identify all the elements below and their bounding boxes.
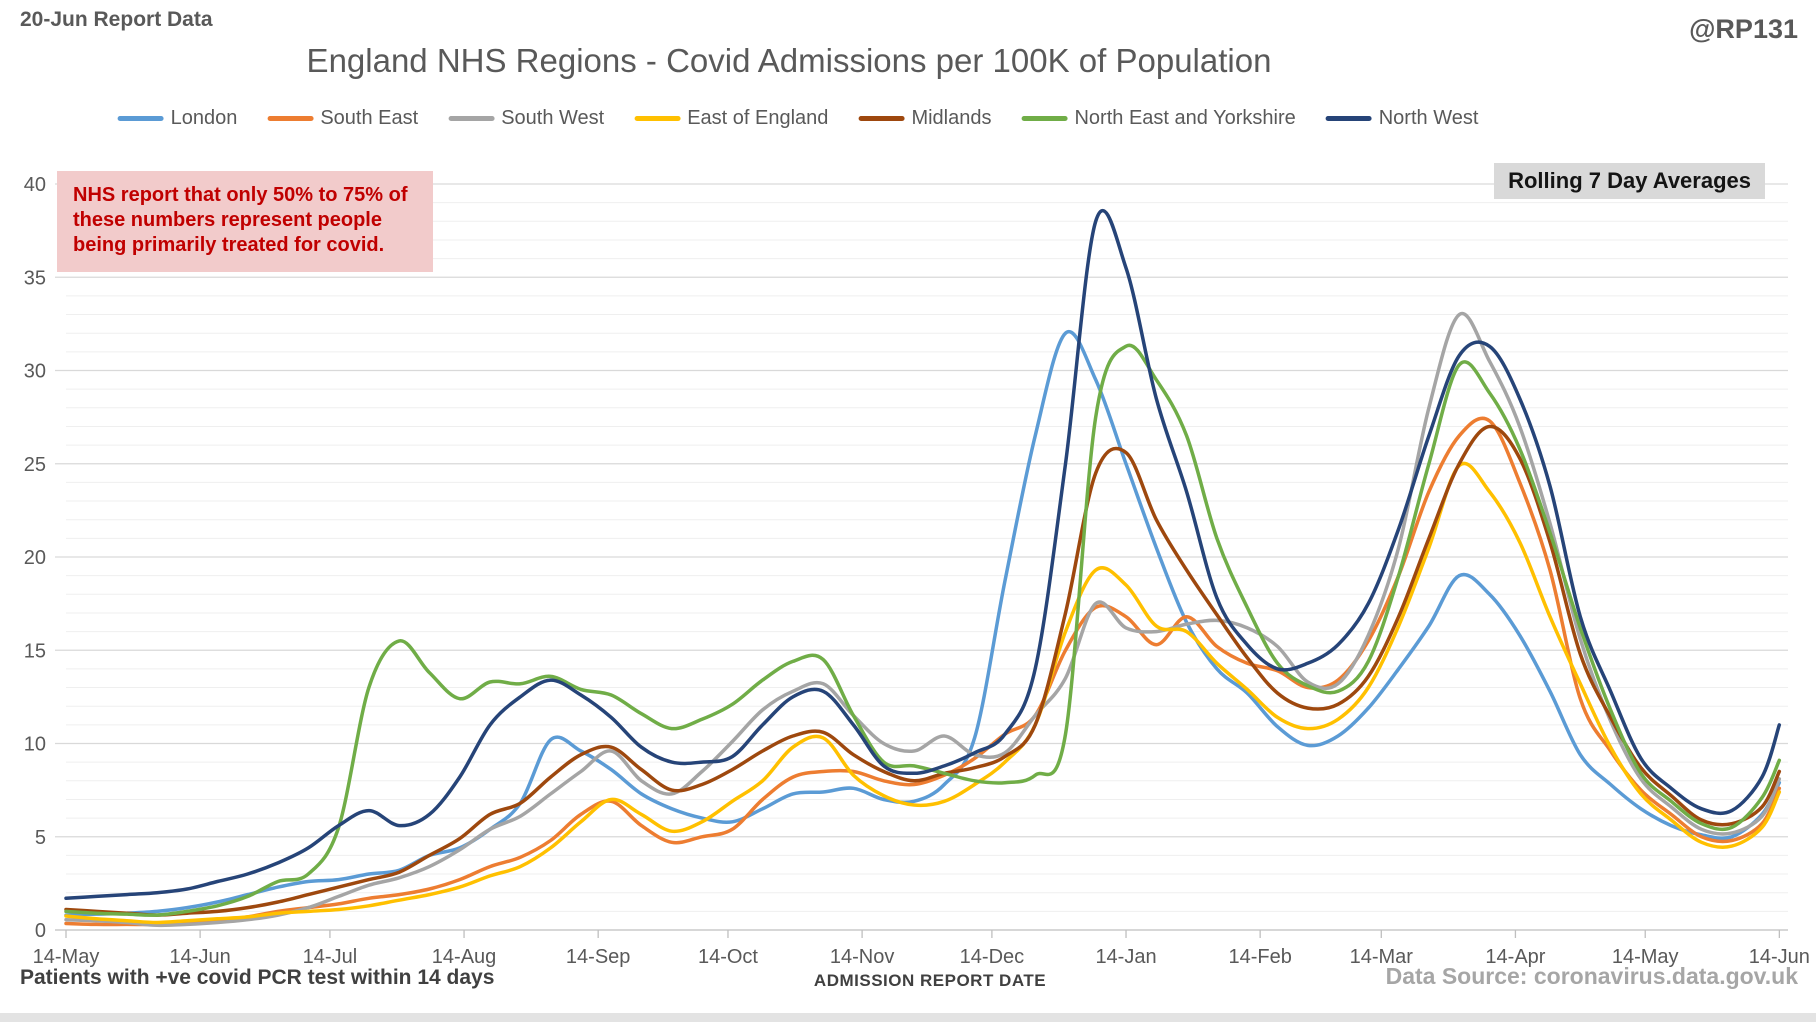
x-tick-label: 14-Nov	[830, 946, 894, 968]
series-line-south-east	[64, 416, 1782, 927]
legend-marker	[267, 116, 314, 121]
series-line-east-of-england	[64, 461, 1782, 925]
legend-marker	[448, 116, 495, 121]
legend-item-south-west: South West	[448, 107, 604, 130]
legend-marker	[634, 116, 681, 121]
x-tick-label: 14-Apr	[1485, 946, 1545, 968]
legend: London South East South West East of Englan…	[117, 107, 1479, 130]
nhs-annotation-box: NHS report that only 50% to 75% of these…	[57, 171, 433, 272]
x-tick-label: 14-Feb	[1228, 946, 1291, 968]
legend-item-london: London	[117, 107, 238, 130]
x-tick-label: 14-Jan	[1095, 946, 1156, 968]
y-tick-label: 40	[24, 174, 46, 196]
x-tick-label: 14-Oct	[698, 946, 758, 968]
x-tick-label: 14-May	[33, 946, 100, 968]
y-tick-label: 30	[24, 361, 46, 383]
series-line-north-east-and-yorkshire	[64, 343, 1782, 917]
y-tick-label: 0	[35, 920, 46, 942]
data-source-label: Data Source: coronavirus.data.gov.uk	[1385, 963, 1798, 989]
y-tick-label: 15	[24, 640, 46, 662]
legend-marker	[1325, 116, 1372, 121]
legend-label: Midlands	[911, 107, 992, 129]
x-tick-label: 14-Jun	[1749, 946, 1810, 968]
x-tick-label: 14-Jun	[170, 946, 231, 968]
x-tick-label: 14-Sep	[566, 946, 631, 968]
legend-item-north-west: North West	[1325, 107, 1479, 130]
series-line-south-west	[64, 311, 1782, 928]
x-tick-label: 14-Jul	[303, 946, 357, 968]
series-line-midlands	[64, 424, 1782, 917]
legend-label: London	[170, 107, 238, 129]
x-tick-label: 14-Dec	[960, 946, 1024, 968]
window-edge-strip	[0, 1013, 1816, 1022]
series-line-london	[64, 329, 1782, 917]
pcr-test-note: Patients with +ve covid PCR test within …	[20, 966, 495, 989]
legend-item-east-of-england: East of England	[634, 107, 828, 130]
legend-marker	[117, 116, 164, 121]
chart-title: England NHS Regions - Covid Admissions p…	[306, 42, 1272, 79]
y-tick-label: 10	[24, 734, 46, 756]
rolling-average-badge: Rolling 7 Day Averages	[1494, 163, 1765, 199]
x-tick-label: 14-Mar	[1350, 946, 1414, 968]
x-tick-label: 14-May	[1612, 946, 1679, 968]
annotation-line: being primarily treated for covid.	[73, 234, 385, 256]
legend-label: East of England	[687, 107, 829, 129]
legend-item-north-east-and-yorkshire: North East and Yorkshire	[1021, 107, 1296, 130]
legend-item-south-east: South East	[267, 107, 418, 130]
legend-marker	[858, 116, 905, 121]
y-tick-label: 5	[35, 827, 46, 849]
y-tick-label: 20	[24, 547, 46, 569]
legend-marker	[1021, 116, 1068, 121]
series-line-north-west	[64, 209, 1782, 901]
x-tick-label: 14-Aug	[432, 946, 497, 968]
legend-label: South West	[501, 107, 605, 129]
annotation-line: these numbers represent people	[73, 209, 382, 231]
legend-item-midlands: Midlands	[858, 107, 991, 130]
legend-label: North West	[1378, 107, 1479, 129]
author-handle: @RP131	[1689, 14, 1798, 44]
annotation-line: NHS report that only 50% to 75% of	[73, 184, 408, 206]
y-tick-label: 25	[24, 454, 46, 476]
x-axis-title: ADMISSION REPORT DATE	[813, 971, 1047, 990]
report-date-label: 20-Jun Report Data	[20, 8, 213, 31]
legend-label: South East	[320, 107, 419, 129]
legend-label: North East and Yorkshire	[1074, 107, 1296, 129]
y-tick-label: 35	[24, 267, 46, 289]
